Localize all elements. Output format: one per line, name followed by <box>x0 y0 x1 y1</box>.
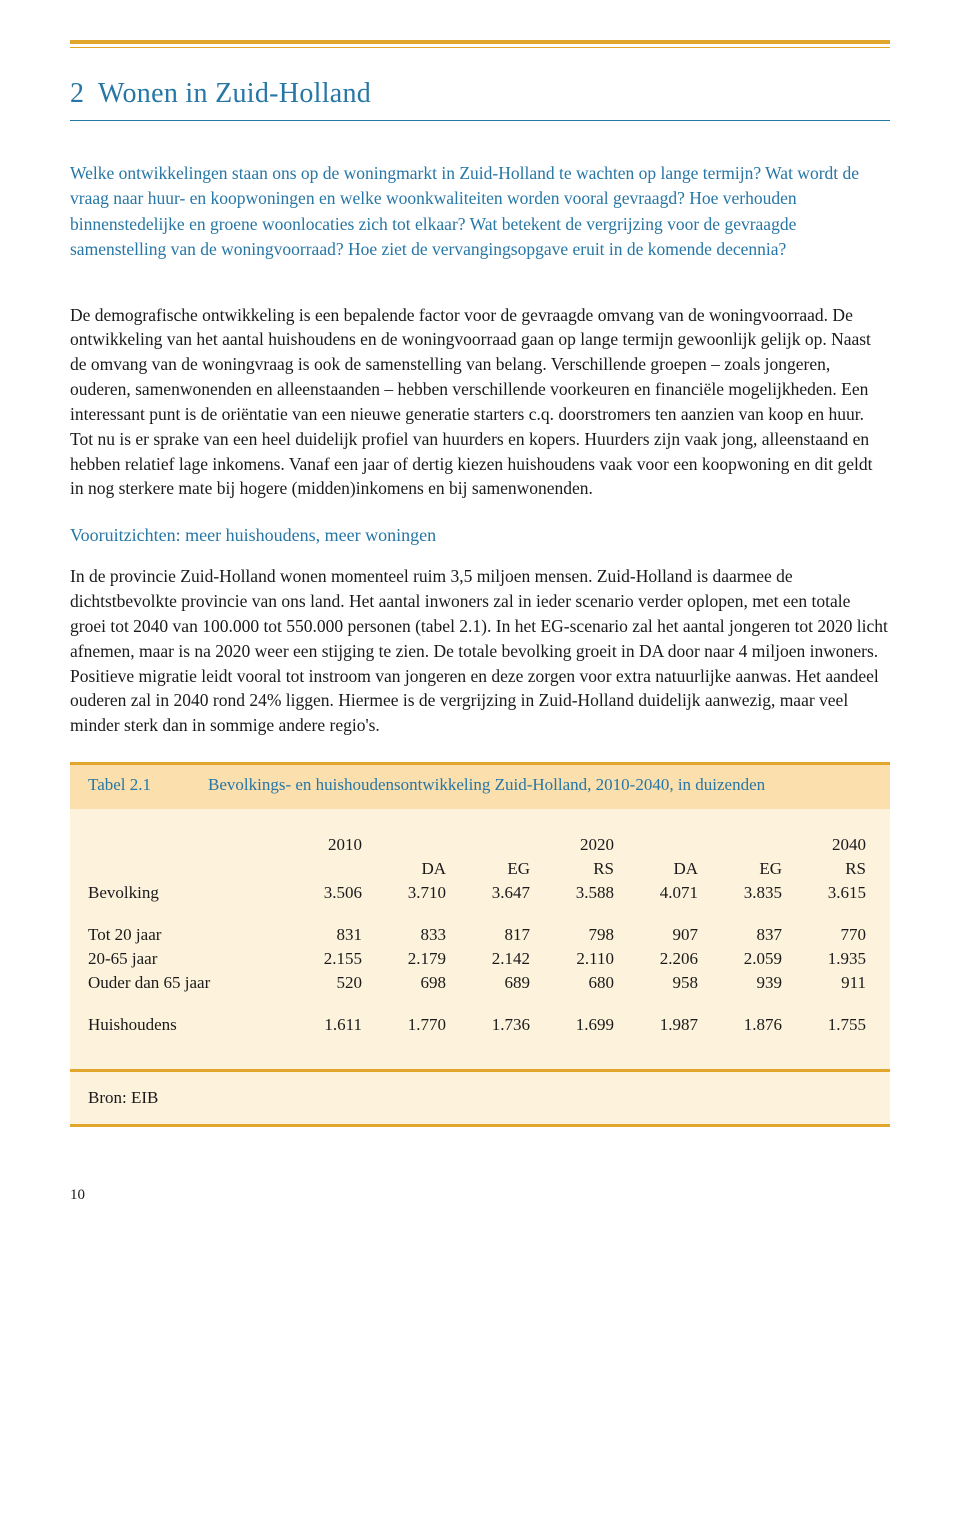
year-2040: 2040 <box>788 833 872 857</box>
table-label: Tabel 2.1 <box>88 775 208 795</box>
year-2020: 2020 <box>536 833 620 857</box>
data-table: 2010 2020 2040 DA EG RS DA EG RS Bevolki… <box>88 833 872 1055</box>
row-label: Ouder dan 65 jaar <box>88 971 284 995</box>
top-rule-thick <box>70 40 890 44</box>
table-title: Bevolkings- en huishoudensontwikkeling Z… <box>208 775 872 795</box>
table-body: 2010 2020 2040 DA EG RS DA EG RS Bevolki… <box>70 809 890 1069</box>
cell: 3.588 <box>536 881 620 905</box>
cell: 958 <box>620 971 704 995</box>
cell: 939 <box>704 971 788 995</box>
table-row: Huishoudens 1.611 1.770 1.736 1.699 1.98… <box>88 1013 872 1037</box>
table-row: Bevolking 3.506 3.710 3.647 3.588 4.071 … <box>88 881 872 905</box>
cell: 520 <box>284 971 368 995</box>
cell: 1.770 <box>368 1013 452 1037</box>
cell: 3.647 <box>452 881 536 905</box>
row-label: Bevolking <box>88 881 284 905</box>
table-row: 20-65 jaar 2.155 2.179 2.142 2.110 2.206… <box>88 947 872 971</box>
cell: 689 <box>452 971 536 995</box>
cell: 2.206 <box>620 947 704 971</box>
chapter-number: 2 <box>70 78 98 110</box>
table-rule-bottom <box>70 1124 890 1127</box>
col-da-2020: DA <box>368 857 452 881</box>
cell: 1.987 <box>620 1013 704 1037</box>
cell: 1.699 <box>536 1013 620 1037</box>
cell: 2.155 <box>284 947 368 971</box>
subheading-1: Vooruitzichten: meer huishoudens, meer w… <box>70 525 890 546</box>
cell: 3.506 <box>284 881 368 905</box>
chapter-title-text: Wonen in Zuid-Holland <box>98 78 371 109</box>
cell: 837 <box>704 923 788 947</box>
cell: 911 <box>788 971 872 995</box>
cell: 831 <box>284 923 368 947</box>
col-rs-2040: RS <box>788 857 872 881</box>
table-year-row: 2010 2020 2040 <box>88 833 872 857</box>
cell: 1.935 <box>788 947 872 971</box>
col-eg-2040: EG <box>704 857 788 881</box>
page: 2Wonen in Zuid-Holland Welke ontwikkelin… <box>0 0 960 1234</box>
cell: 2.059 <box>704 947 788 971</box>
title-underline <box>70 120 890 121</box>
cell: 1.876 <box>704 1013 788 1037</box>
body-paragraph-2: In de provincie Zuid-Holland wonen momen… <box>70 564 890 738</box>
cell: 798 <box>536 923 620 947</box>
row-label: Huishoudens <box>88 1013 284 1037</box>
table-source: Bron: EIB <box>70 1072 890 1124</box>
row-label: 20-65 jaar <box>88 947 284 971</box>
body-paragraph-1: De demografische ontwikkeling is een bep… <box>70 303 890 502</box>
intro-paragraph: Welke ontwikkelingen staan ons op de won… <box>70 161 890 263</box>
cell: 3.615 <box>788 881 872 905</box>
chapter-title: 2Wonen in Zuid-Holland <box>70 78 890 110</box>
year-2010: 2010 <box>284 833 368 857</box>
col-rs-2020: RS <box>536 857 620 881</box>
cell: 3.835 <box>704 881 788 905</box>
cell: 698 <box>368 971 452 995</box>
col-da-2040: DA <box>620 857 704 881</box>
cell: 3.710 <box>368 881 452 905</box>
cell: 1.736 <box>452 1013 536 1037</box>
cell: 680 <box>536 971 620 995</box>
table-header: Tabel 2.1 Bevolkings- en huishoudensontw… <box>70 765 890 809</box>
col-eg-2020: EG <box>452 857 536 881</box>
cell: 817 <box>452 923 536 947</box>
table-2-1: Tabel 2.1 Bevolkings- en huishoudensontw… <box>70 762 890 1127</box>
cell: 4.071 <box>620 881 704 905</box>
table-row: Ouder dan 65 jaar 520 698 689 680 958 93… <box>88 971 872 995</box>
cell: 907 <box>620 923 704 947</box>
row-label: Tot 20 jaar <box>88 923 284 947</box>
cell: 770 <box>788 923 872 947</box>
cell: 1.611 <box>284 1013 368 1037</box>
cell: 2.142 <box>452 947 536 971</box>
cell: 1.755 <box>788 1013 872 1037</box>
table-row: Tot 20 jaar 831 833 817 798 907 837 770 <box>88 923 872 947</box>
top-rule-thin <box>70 47 890 48</box>
cell: 2.179 <box>368 947 452 971</box>
page-number: 10 <box>70 1187 890 1204</box>
cell: 2.110 <box>536 947 620 971</box>
table-scenario-row: DA EG RS DA EG RS <box>88 857 872 881</box>
cell: 833 <box>368 923 452 947</box>
